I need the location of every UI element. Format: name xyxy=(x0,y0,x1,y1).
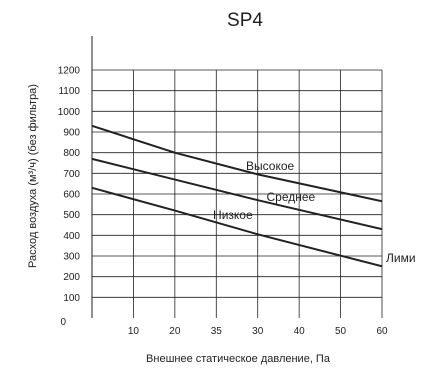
x-tick-label: 10 xyxy=(128,326,140,337)
y-tick-label: 400 xyxy=(63,231,80,242)
x-tick-label: 40 xyxy=(294,326,306,337)
x-tick-label: 60 xyxy=(376,326,388,337)
y-tick-label: 800 xyxy=(63,148,80,159)
x-tick-labels: 10 20 35 30 40 50 60 xyxy=(128,326,388,337)
y-tick-label: 200 xyxy=(63,272,80,283)
y-tick-label: 700 xyxy=(63,169,80,180)
y-axis-label: Расход воздуха (м³/ч) (без фильтра) xyxy=(27,84,39,268)
series-label-3: Низкое xyxy=(213,208,253,222)
y-tick-label: 1100 xyxy=(58,86,80,97)
x-tick-label: 20 xyxy=(169,326,181,337)
y-tick-label-zero: 0 xyxy=(60,317,66,328)
x-tick-label: 50 xyxy=(335,326,347,337)
y-tick-label: 1200 xyxy=(58,66,81,77)
y-tick-label: 300 xyxy=(63,252,80,263)
annotation-label: Лими xyxy=(386,251,416,265)
y-tick-label: 900 xyxy=(63,128,80,139)
series-labels: Высокое Среднее Низкое Лими xyxy=(213,159,415,265)
series-line-3 xyxy=(91,186,383,268)
grid xyxy=(92,69,383,318)
series-lines xyxy=(91,124,383,268)
y-tick-label: 100 xyxy=(63,293,80,304)
y-tick-label: 600 xyxy=(63,190,80,201)
series-line-1 xyxy=(91,124,383,203)
y-tick-label: 1000 xyxy=(58,107,81,118)
series-label-2: Среднее xyxy=(266,190,315,204)
series-label-1: Высокое xyxy=(246,159,294,173)
y-tick-labels: 100 200 300 400 500 600 700 800 900 1000 1100 1200 0 xyxy=(58,66,81,329)
x-tick-label: 35 xyxy=(211,326,223,337)
x-axis-label: Внешнее статическое давление, Па xyxy=(146,353,331,365)
chart-title: SP4 xyxy=(227,10,263,31)
series-line-2 xyxy=(91,157,383,231)
y-tick-label: 500 xyxy=(63,210,80,221)
x-tick-label: 30 xyxy=(252,326,264,337)
